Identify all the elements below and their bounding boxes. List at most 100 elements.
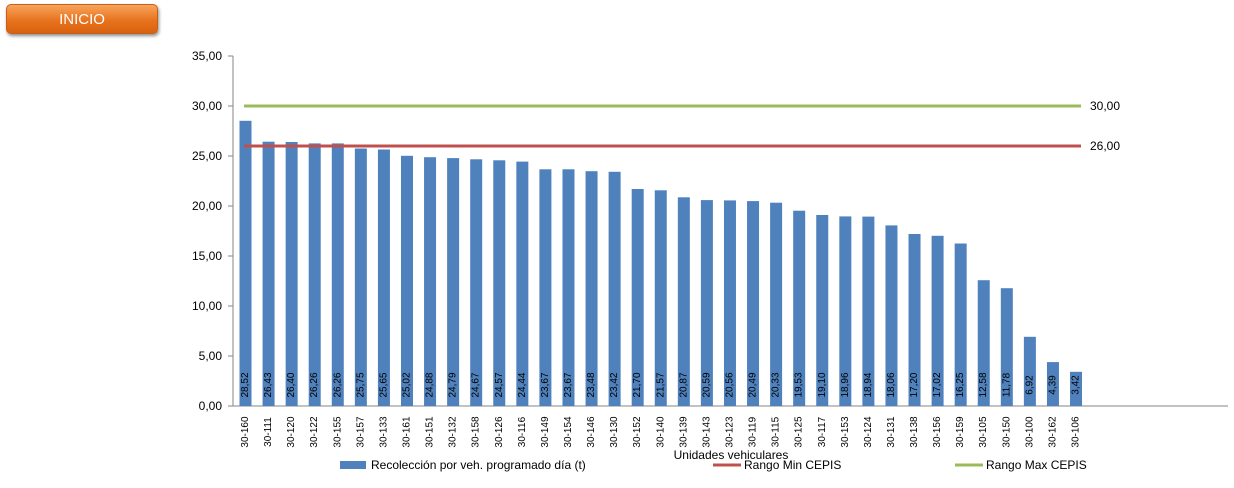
x-tick-label: 30-161 bbox=[401, 416, 412, 448]
bar bbox=[447, 158, 460, 406]
bar bbox=[747, 201, 760, 406]
inicio-button[interactable]: INICIO bbox=[6, 4, 158, 34]
bar-value-label: 26,26 bbox=[309, 372, 320, 397]
bar bbox=[516, 161, 529, 406]
bar bbox=[793, 210, 806, 406]
bar bbox=[308, 143, 321, 406]
x-tick-label: 30-132 bbox=[448, 416, 459, 448]
bar-value-label: 19,53 bbox=[794, 372, 805, 397]
bar bbox=[677, 197, 690, 406]
x-tick-label: 30-154 bbox=[563, 416, 574, 448]
bar bbox=[262, 141, 275, 406]
bar bbox=[631, 189, 644, 406]
bar bbox=[424, 157, 437, 406]
bar-value-label: 24,44 bbox=[517, 372, 528, 397]
y-tick-label: 30,00 bbox=[192, 99, 222, 113]
bar-value-label: 25,02 bbox=[401, 372, 412, 397]
x-tick-label: 30-139 bbox=[678, 416, 689, 448]
legend-label: Rango Max CEPIS bbox=[986, 458, 1087, 472]
bar bbox=[931, 235, 944, 406]
bar-value-label: 26,43 bbox=[263, 372, 274, 397]
bar-value-label: 16,25 bbox=[955, 372, 966, 397]
bar-value-label: 21,57 bbox=[655, 372, 666, 397]
x-tick-label: 30-153 bbox=[840, 416, 851, 448]
bar-value-label: 18,94 bbox=[863, 372, 874, 397]
x-tick-label: 30-117 bbox=[817, 416, 828, 447]
x-tick-label: 30-149 bbox=[540, 416, 551, 448]
bar bbox=[400, 155, 413, 406]
bar-value-label: 6,92 bbox=[1024, 375, 1035, 395]
bar-value-label: 25,65 bbox=[378, 372, 389, 397]
bar bbox=[862, 216, 875, 406]
x-tick-label: 30-138 bbox=[909, 416, 920, 448]
bar-value-label: 21,70 bbox=[632, 372, 643, 397]
x-tick-label: 30-152 bbox=[632, 416, 643, 448]
bar-value-label: 11,78 bbox=[1001, 372, 1012, 397]
bar bbox=[1023, 336, 1036, 406]
bar-value-label: 3,42 bbox=[1071, 375, 1082, 395]
bar-value-label: 20,56 bbox=[724, 372, 735, 397]
x-tick-label: 30-158 bbox=[471, 416, 482, 448]
y-tick-label: 35,00 bbox=[192, 49, 222, 63]
x-tick-label: 30-124 bbox=[863, 416, 874, 448]
bar bbox=[354, 148, 367, 406]
x-tick-label: 30-140 bbox=[655, 416, 666, 448]
bar bbox=[539, 169, 552, 406]
x-tick-label: 30-100 bbox=[1024, 416, 1035, 448]
x-tick-label: 30-122 bbox=[309, 416, 320, 448]
bar bbox=[1000, 288, 1013, 406]
x-tick-label: 30-146 bbox=[586, 416, 597, 448]
bar bbox=[654, 190, 667, 406]
bar-value-label: 17,20 bbox=[909, 372, 920, 397]
bar-value-label: 23,67 bbox=[563, 372, 574, 397]
bar bbox=[239, 120, 252, 407]
bar-value-label: 4,39 bbox=[1047, 375, 1058, 395]
bar-value-label: 23,42 bbox=[609, 372, 620, 397]
bar-value-label: 26,40 bbox=[286, 372, 297, 397]
x-tick-label: 30-105 bbox=[978, 416, 989, 448]
bar bbox=[839, 216, 852, 406]
x-axis-ticks: 30-160 30-111 30-120 30-122 30-155 30-157 30-1… bbox=[240, 416, 1082, 448]
bar bbox=[816, 215, 829, 406]
x-tick-label: 30-131 bbox=[886, 416, 897, 448]
x-axis-title: Unidades vehiculares bbox=[674, 448, 789, 462]
legend-label: Rango Min CEPIS bbox=[744, 458, 841, 472]
bar bbox=[493, 160, 506, 406]
x-tick-label: 30-156 bbox=[932, 416, 943, 448]
bar bbox=[608, 171, 621, 406]
bar-value-label: 28,52 bbox=[240, 372, 251, 397]
bar-value-label: 20,59 bbox=[701, 372, 712, 397]
bar-series: 28,52 26,43 26,40 26,26 26,26 25,75 25,65 25,02… bbox=[239, 120, 1083, 407]
y-tick-label: 25,00 bbox=[192, 149, 222, 163]
bar bbox=[954, 243, 967, 406]
bar-value-label: 24,57 bbox=[494, 372, 505, 397]
x-tick-label: 30-125 bbox=[794, 416, 805, 448]
reference-lines: 26,00 30,00 bbox=[244, 99, 1120, 153]
bar bbox=[1046, 362, 1059, 406]
legend-swatch bbox=[340, 461, 366, 469]
bar bbox=[723, 200, 736, 406]
bar bbox=[470, 159, 483, 406]
y-tick-label: 15,00 bbox=[192, 249, 222, 263]
x-tick-label: 30-111 bbox=[263, 417, 274, 447]
x-tick-label: 30-160 bbox=[240, 416, 251, 448]
x-tick-label: 30-130 bbox=[609, 416, 620, 448]
y-tick-label: 10,00 bbox=[192, 299, 222, 313]
bar-value-label: 20,87 bbox=[678, 372, 689, 397]
x-tick-label: 30-123 bbox=[724, 416, 735, 448]
y-axis-ticks: 0,00 5,00 10,00 15,00 20,00 25,00 30,00 35,00 bbox=[192, 49, 233, 413]
x-tick-label: 30-157 bbox=[355, 416, 366, 448]
bar bbox=[885, 225, 898, 406]
bar-value-label: 18,06 bbox=[886, 372, 897, 397]
bar-value-label: 26,26 bbox=[332, 372, 343, 397]
bar-value-label: 24,88 bbox=[425, 372, 436, 397]
chart-legend: Recolección por veh. programado día (t) R… bbox=[340, 458, 1087, 472]
x-tick-label: 30-155 bbox=[332, 416, 343, 448]
bar-value-label: 12,58 bbox=[978, 372, 989, 397]
bar bbox=[977, 280, 990, 406]
bar bbox=[770, 202, 783, 406]
bar-value-label: 23,67 bbox=[540, 372, 551, 397]
y-tick-label: 20,00 bbox=[192, 199, 222, 213]
bar bbox=[377, 149, 390, 406]
